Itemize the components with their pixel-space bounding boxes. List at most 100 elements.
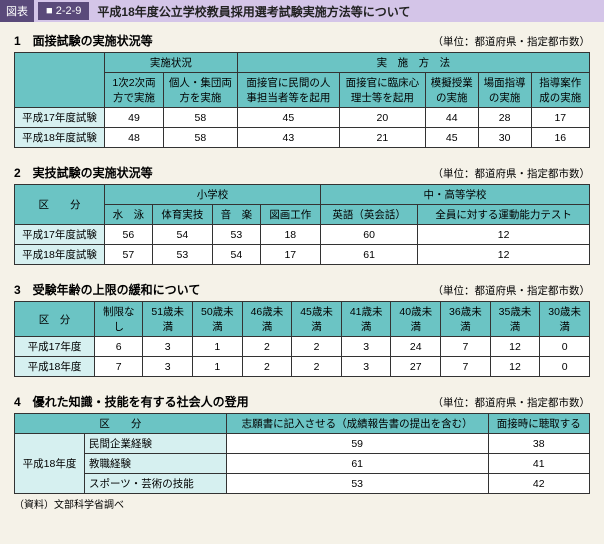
col-head: 個人・集団両方を実施 bbox=[164, 73, 238, 108]
col-head: 面接官に臨床心理士等を起用 bbox=[339, 73, 425, 108]
cell: 2 bbox=[292, 337, 342, 357]
cell: 6 bbox=[95, 337, 143, 357]
cell: 17 bbox=[531, 108, 589, 128]
cell: 12 bbox=[418, 245, 590, 265]
cell: 0 bbox=[540, 357, 590, 377]
cell: 7 bbox=[441, 337, 491, 357]
col-head: 46歳未満 bbox=[242, 302, 292, 337]
cell: 53 bbox=[226, 474, 488, 494]
row-label: 平成17年度試験 bbox=[15, 225, 105, 245]
col-head: 30歳未満 bbox=[540, 302, 590, 337]
row-label: 平成17年度試験 bbox=[15, 108, 105, 128]
col-head: 模擬授業の実施 bbox=[425, 73, 478, 108]
col-group: 中・高等学校 bbox=[320, 185, 589, 205]
col-head: 水 泳 bbox=[105, 205, 153, 225]
table-4: 区 分 志願書に記入させる（成績報告書の提出を含む） 面接時に聴取する 平成18… bbox=[14, 413, 590, 494]
cell: 43 bbox=[237, 128, 339, 148]
col-head: 指導案作成の実施 bbox=[531, 73, 589, 108]
col-head: 1次2次両方で実施 bbox=[105, 73, 164, 108]
col-head: 51歳未満 bbox=[143, 302, 193, 337]
row-label: 平成18年度試験 bbox=[15, 128, 105, 148]
cell: 1 bbox=[193, 337, 243, 357]
col-group: 実施状況 bbox=[105, 53, 238, 73]
cell: 57 bbox=[105, 245, 153, 265]
figure-label: 図表 bbox=[0, 0, 34, 22]
cell: 27 bbox=[391, 357, 441, 377]
cell: 28 bbox=[478, 108, 531, 128]
col-head: 英語（英会話） bbox=[320, 205, 417, 225]
table-1: 実施状況 実 施 方 法 1次2次両方で実施 個人・集団両方を実施 面接官に民間… bbox=[14, 52, 590, 148]
content: 1 面接試験の実施状況等 （単位：都道府県・指定都市数） 実施状況 実 施 方 … bbox=[0, 22, 604, 525]
cell: 53 bbox=[152, 245, 212, 265]
unit-note: （単位：都道府県・指定都市数） bbox=[433, 166, 591, 181]
table-row: 平成17年度 6 3 1 2 2 3 24 7 12 0 bbox=[15, 337, 590, 357]
unit-note: （単位：都道府県・指定都市数） bbox=[433, 395, 591, 410]
cell: 60 bbox=[320, 225, 417, 245]
section-4-title: 4 優れた知識・技能を有する社会人の登用 bbox=[14, 393, 249, 410]
cell: 58 bbox=[164, 108, 238, 128]
cell: 44 bbox=[425, 108, 478, 128]
cell: 12 bbox=[490, 337, 540, 357]
source-note: （資料）文部科学省調べ bbox=[14, 496, 590, 511]
cell: 49 bbox=[105, 108, 164, 128]
cell: 2 bbox=[242, 357, 292, 377]
kubun-head: 区 分 bbox=[15, 185, 105, 225]
table-row: スポーツ・芸術の技能 53 42 bbox=[15, 474, 590, 494]
cell: 0 bbox=[540, 337, 590, 357]
cell: 54 bbox=[212, 245, 260, 265]
cell: 61 bbox=[226, 454, 488, 474]
cell: 56 bbox=[105, 225, 153, 245]
cell: 61 bbox=[320, 245, 417, 265]
cell: 38 bbox=[488, 434, 589, 454]
section-3: 3 受験年齢の上限の緩和について （単位：都道府県・指定都市数） 区 分 制限な… bbox=[14, 281, 590, 377]
kubun-head: 区 分 bbox=[15, 302, 95, 337]
col-group: 小学校 bbox=[105, 185, 321, 205]
cell: 41 bbox=[488, 454, 589, 474]
cell: 3 bbox=[341, 337, 391, 357]
table-row: 平成18年度 7 3 1 2 2 3 27 7 12 0 bbox=[15, 357, 590, 377]
year-label: 平成18年度 bbox=[15, 434, 85, 494]
cell: 42 bbox=[488, 474, 589, 494]
cell: 12 bbox=[418, 225, 590, 245]
cell: 48 bbox=[105, 128, 164, 148]
cell: 7 bbox=[95, 357, 143, 377]
col-head: 制限なし bbox=[95, 302, 143, 337]
cell: 24 bbox=[391, 337, 441, 357]
col-head: 50歳未満 bbox=[193, 302, 243, 337]
unit-note: （単位：都道府県・指定都市数） bbox=[433, 34, 591, 49]
section-3-title: 3 受験年齢の上限の緩和について bbox=[14, 281, 200, 298]
table-row: 平成17年度試験 49 58 45 20 44 28 17 bbox=[15, 108, 590, 128]
cell: 45 bbox=[425, 128, 478, 148]
col-head: 41歳未満 bbox=[341, 302, 391, 337]
col-head: 面接時に聴取する bbox=[488, 414, 589, 434]
col-head: 36歳未満 bbox=[441, 302, 491, 337]
cell: 12 bbox=[490, 357, 540, 377]
col-head: 全員に対する運動能力テスト bbox=[418, 205, 590, 225]
cell: 1 bbox=[193, 357, 243, 377]
row-label: 平成17年度 bbox=[15, 337, 95, 357]
row-label: 民間企業経験 bbox=[85, 434, 227, 454]
cell: 3 bbox=[143, 357, 193, 377]
section-1-title: 1 面接試験の実施状況等 bbox=[14, 32, 153, 49]
col-head: 体育実技 bbox=[152, 205, 212, 225]
table-row: 平成18年度 民間企業経験 59 38 bbox=[15, 434, 590, 454]
figure-header: 図表 ■ 2-2-9 平成18年度公立学校教員採用選考試験実施方法等について bbox=[0, 0, 604, 22]
col-head: 35歳未満 bbox=[490, 302, 540, 337]
col-head: 45歳未満 bbox=[292, 302, 342, 337]
section-2-title: 2 実技試験の実施状況等 bbox=[14, 164, 153, 181]
table-row: 教職経験 61 41 bbox=[15, 454, 590, 474]
cell: 16 bbox=[531, 128, 589, 148]
table-row: 平成18年度試験 48 58 43 21 45 30 16 bbox=[15, 128, 590, 148]
cell: 3 bbox=[341, 357, 391, 377]
row-label: 教職経験 bbox=[85, 454, 227, 474]
col-head: 面接官に民間の人事担当者等を起用 bbox=[237, 73, 339, 108]
section-1: 1 面接試験の実施状況等 （単位：都道府県・指定都市数） 実施状況 実 施 方 … bbox=[14, 32, 590, 148]
cell: 18 bbox=[260, 225, 320, 245]
cell: 59 bbox=[226, 434, 488, 454]
cell: 20 bbox=[339, 108, 425, 128]
col-head: 場面指導の実施 bbox=[478, 73, 531, 108]
figure-code: ■ 2-2-9 bbox=[38, 2, 89, 20]
cell: 53 bbox=[212, 225, 260, 245]
unit-note: （単位：都道府県・指定都市数） bbox=[433, 283, 591, 298]
col-head: 図画工作 bbox=[260, 205, 320, 225]
